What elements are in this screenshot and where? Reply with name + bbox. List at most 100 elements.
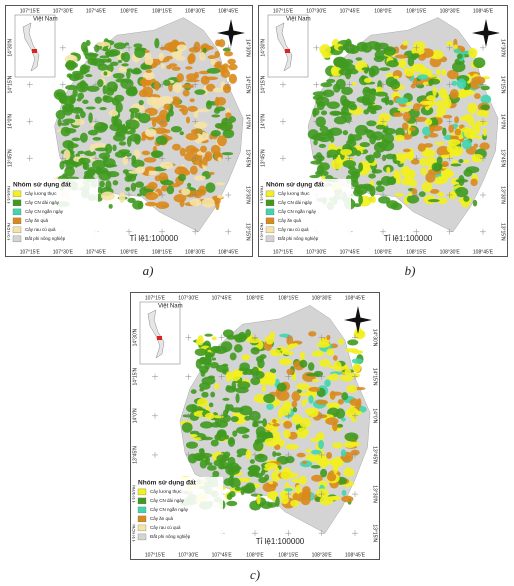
land-patch [462, 159, 470, 164]
land-patch [138, 100, 144, 106]
lon-label: 108°45'E [473, 249, 494, 255]
inset-country [22, 22, 40, 72]
land-patch [436, 197, 448, 205]
land-patch [197, 398, 208, 408]
graticule-cross [192, 81, 199, 88]
land-patch [88, 169, 99, 173]
graticule-cross [413, 192, 420, 199]
land-patch [204, 151, 213, 162]
land-patch [189, 430, 200, 435]
lon-label: 108°30'E [185, 249, 206, 255]
land-patch [285, 443, 299, 450]
land-patch [291, 414, 303, 425]
land-patch [185, 145, 197, 154]
land-patch [103, 71, 108, 76]
land-patch [228, 73, 238, 84]
land-patch [353, 329, 366, 340]
land-patch [200, 436, 214, 441]
legend-title: Nhóm sử dụng đất [13, 181, 72, 189]
land-patch [369, 185, 376, 197]
graticule-cross [446, 192, 453, 199]
legend-swatch [12, 208, 22, 216]
land-patch [272, 450, 277, 457]
land-patch [160, 95, 174, 104]
scale-label: Tỉ lệ1:100000 [130, 234, 179, 243]
land-patch [118, 141, 127, 146]
lat-label: 13°45'N [372, 446, 378, 464]
land-patch [363, 129, 372, 133]
land-patch [138, 112, 151, 124]
land-patch [374, 91, 388, 97]
land-patch [68, 55, 76, 61]
graticule-cross [126, 192, 132, 199]
land-patch [143, 71, 155, 81]
graticule-cross [218, 373, 225, 380]
graticule-cross [480, 118, 486, 125]
land-patch [296, 383, 310, 391]
land-patch [351, 81, 356, 87]
lat-label: 14°30'N [245, 39, 251, 57]
land-patch [429, 78, 441, 85]
land-patch [235, 393, 240, 404]
land-patch [363, 77, 372, 83]
inset-highlight [285, 49, 290, 53]
land-patch [476, 109, 488, 117]
land-patch [349, 104, 358, 111]
graticule-cross [318, 451, 325, 458]
land-patch [326, 101, 340, 109]
legend-label: Cây lương thực [278, 191, 310, 196]
land-patch [217, 135, 227, 147]
land-patch [301, 489, 312, 501]
land-patch [187, 105, 198, 112]
graticule-cross [480, 44, 486, 51]
land-patch [316, 455, 327, 460]
land-patch [305, 448, 313, 453]
land-patch [225, 371, 232, 382]
land-patch [210, 391, 216, 398]
land-patch [369, 65, 380, 76]
land-patch [145, 191, 159, 201]
land-patch [337, 399, 344, 405]
graticule-cross [285, 373, 292, 380]
land-patch [118, 66, 128, 73]
land-patch [432, 86, 437, 97]
graticule-cross [285, 412, 292, 419]
land-patch [116, 125, 128, 134]
land-patch [327, 459, 342, 466]
land-patch [205, 456, 210, 464]
lat-label: 13°15'N [245, 223, 251, 241]
land-patch [210, 57, 216, 66]
land-patch [126, 68, 133, 72]
land-patch [206, 67, 221, 74]
graticule-cross [218, 451, 225, 458]
land-patch [265, 336, 274, 345]
land-patch [113, 42, 127, 50]
land-patch [347, 168, 361, 176]
land-patch [160, 185, 169, 192]
legend-swatch [12, 199, 22, 207]
lat-label: 14°15'N [132, 367, 138, 385]
land-patch [112, 118, 123, 128]
land-patch [271, 431, 281, 441]
land-patch [307, 362, 315, 371]
lon-label: 107°30'E [306, 8, 327, 14]
land-patch [380, 175, 393, 187]
land-patch [475, 135, 482, 140]
land-patch [426, 74, 437, 78]
inset-highlight [157, 336, 162, 340]
graticule-cross [280, 118, 286, 125]
land-patch [401, 177, 413, 186]
land-patch [222, 363, 229, 367]
land-patch [176, 73, 184, 83]
land-patch [463, 127, 475, 139]
land-patch [340, 374, 354, 382]
land-patch [99, 55, 110, 59]
lat-label: 14°30'N [260, 39, 266, 57]
land-patch [133, 43, 143, 49]
land-patch [222, 397, 230, 401]
land-patch [104, 50, 117, 57]
lon-label: 108°0'E [246, 552, 264, 558]
land-patch [389, 79, 401, 90]
graticule-cross [380, 228, 386, 235]
graticule-cross [26, 155, 33, 162]
